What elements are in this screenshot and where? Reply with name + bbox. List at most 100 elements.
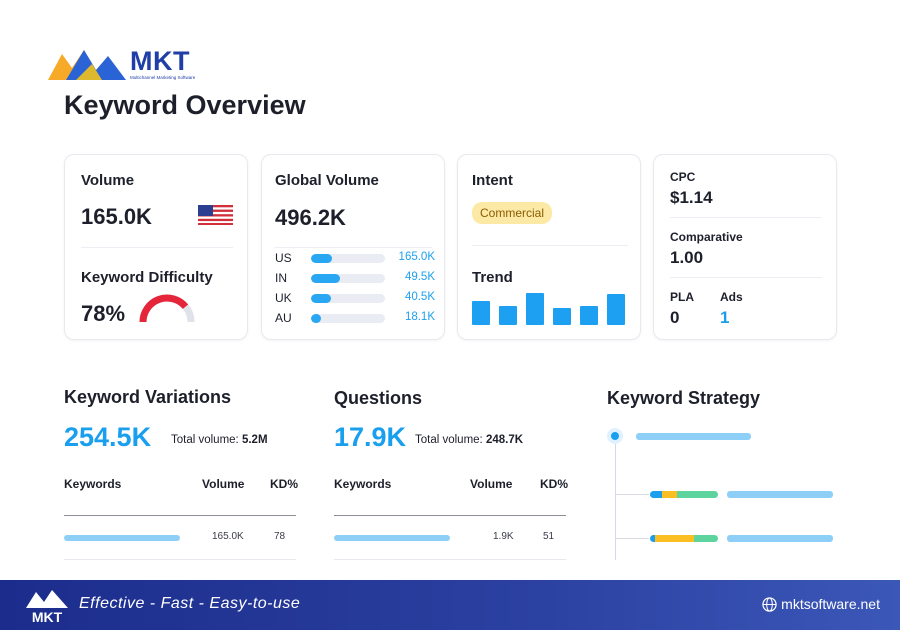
strategy-tree-line: [615, 444, 616, 560]
country-value: 18.1K: [404, 311, 435, 323]
intent-card: Intent Commercial Trend: [457, 154, 641, 340]
country-code: IN: [275, 271, 287, 285]
trend-bar: [499, 306, 517, 325]
intent-badge: Commercial: [472, 202, 553, 224]
table-header-rule: [334, 515, 566, 516]
footer-slogan: Effective - Fast - Easy-to-use: [79, 595, 301, 612]
globe-icon: [762, 596, 777, 612]
ads-value: 1: [720, 308, 730, 327]
cpc-card: CPC $1.14 Comparative 1.00 PLA 0 Ads 1: [653, 154, 837, 340]
card-divider: [81, 247, 233, 248]
column-header-keywords: Keywords: [334, 477, 392, 491]
country-bar-fill: [311, 294, 331, 303]
trend-bar: [526, 293, 544, 325]
country-row-us: US 165.0K: [275, 250, 435, 266]
card-divider: [275, 247, 432, 248]
intent-label: Intent: [472, 172, 513, 189]
trend-bar: [607, 294, 625, 325]
strategy-branch-line: [615, 538, 649, 539]
country-bar-fill: [311, 314, 322, 323]
footer-website-text: mktsoftware.net: [781, 596, 880, 612]
footer-banner: MKT Effective - Fast - Easy-to-use mktso…: [0, 580, 900, 630]
total-value: 5.2M: [241, 434, 268, 446]
volume-value: 165.0K: [81, 204, 152, 229]
strategy-root-bar: [636, 433, 751, 440]
country-value: 40.5K: [404, 291, 435, 303]
country-bar-track: [311, 254, 385, 263]
row-volume: 1.9K: [493, 531, 514, 542]
questions-total: Total volume: 248.7K: [415, 434, 523, 446]
ads-label: Ads: [720, 290, 743, 304]
strategy-keyword-bar: [727, 491, 833, 498]
strategy-branch-line: [615, 494, 649, 495]
trend-label: Trend: [472, 269, 513, 286]
difficulty-value: 78%: [81, 301, 126, 326]
questions-count: 17.9K: [334, 422, 407, 452]
difficulty-gauge-icon: [139, 294, 195, 323]
strategy-keyword-bar: [727, 535, 833, 542]
global-volume-card: Global Volume 496.2K US 165.0K IN 49.5K …: [261, 154, 445, 340]
trend-bar: [553, 308, 571, 325]
difficulty-label: Keyword Difficulty: [81, 269, 213, 286]
country-value: 165.0K: [398, 251, 435, 263]
comparative-label: Comparative: [670, 230, 743, 244]
country-bar-track: [311, 274, 385, 283]
total-label: Total volume:: [171, 434, 239, 446]
country-bar-track: [311, 314, 385, 323]
country-bar-track: [311, 294, 385, 303]
strategy-cluster-bar[interactable]: [650, 491, 718, 498]
row-kd: 78: [274, 531, 286, 542]
column-header-keywords: Keywords: [64, 477, 122, 491]
pla-label: PLA: [670, 290, 694, 304]
volume-card: Volume 165.0K Keyword Difficulty 78%: [64, 154, 248, 340]
brand-tagline: Multichannel Marketing Software: [130, 75, 196, 80]
brand-logo: MKT Multichannel Marketing Software: [46, 44, 195, 84]
svg-text:MKT: MKT: [32, 609, 63, 625]
variations-count: 254.5K: [64, 422, 152, 452]
variations-title: Keyword Variations: [64, 387, 232, 407]
total-label: Total volume:: [415, 434, 483, 446]
card-divider: [472, 245, 628, 246]
strategy-title: Keyword Strategy: [607, 388, 761, 408]
country-row-in: IN 49.5K: [275, 270, 435, 286]
volume-label: Volume: [81, 172, 135, 189]
us-flag-icon: [198, 205, 233, 225]
questions-title: Questions: [334, 388, 423, 408]
country-bar-fill: [311, 274, 340, 283]
strategy-cluster-bar[interactable]: [650, 535, 718, 542]
trend-bar: [472, 301, 490, 325]
variations-total: Total volume: 5.2M: [171, 434, 268, 446]
total-value: 248.7K: [485, 434, 524, 446]
row-volume: 165.0K: [212, 531, 244, 542]
trend-chart: [472, 289, 628, 325]
country-value: 49.5K: [404, 271, 435, 283]
cpc-label: CPC: [670, 170, 696, 184]
row-divider: [334, 559, 566, 560]
card-divider: [670, 277, 822, 278]
column-header-kd: KD%: [540, 477, 569, 491]
mkt-logo-icon: MKT: [26, 590, 68, 625]
brand-name: MKT: [130, 46, 190, 76]
footer-website[interactable]: mktsoftware.net: [762, 596, 880, 612]
comparative-value: 1.00: [670, 248, 704, 267]
keyword-placeholder-bar[interactable]: [64, 535, 180, 541]
column-header-volume: Volume: [202, 477, 245, 491]
row-kd: 51: [543, 531, 555, 542]
cpc-value: $1.14: [670, 188, 713, 207]
country-code: AU: [275, 311, 292, 325]
card-divider: [670, 217, 822, 218]
mkt-logo-icon: [48, 50, 126, 80]
keyword-placeholder-bar[interactable]: [334, 535, 450, 541]
page-title: Keyword Overview: [64, 90, 306, 120]
row-divider: [64, 559, 296, 560]
trend-bar: [580, 306, 598, 325]
country-bar-fill: [311, 254, 333, 263]
table-header-rule: [64, 515, 296, 516]
country-code: UK: [275, 291, 292, 305]
column-header-kd: KD%: [270, 477, 299, 491]
global-volume-label: Global Volume: [275, 172, 379, 189]
global-volume-value: 496.2K: [275, 205, 346, 230]
country-row-uk: UK 40.5K: [275, 290, 435, 306]
column-header-volume: Volume: [470, 477, 513, 491]
strategy-root-node[interactable]: [607, 428, 623, 444]
